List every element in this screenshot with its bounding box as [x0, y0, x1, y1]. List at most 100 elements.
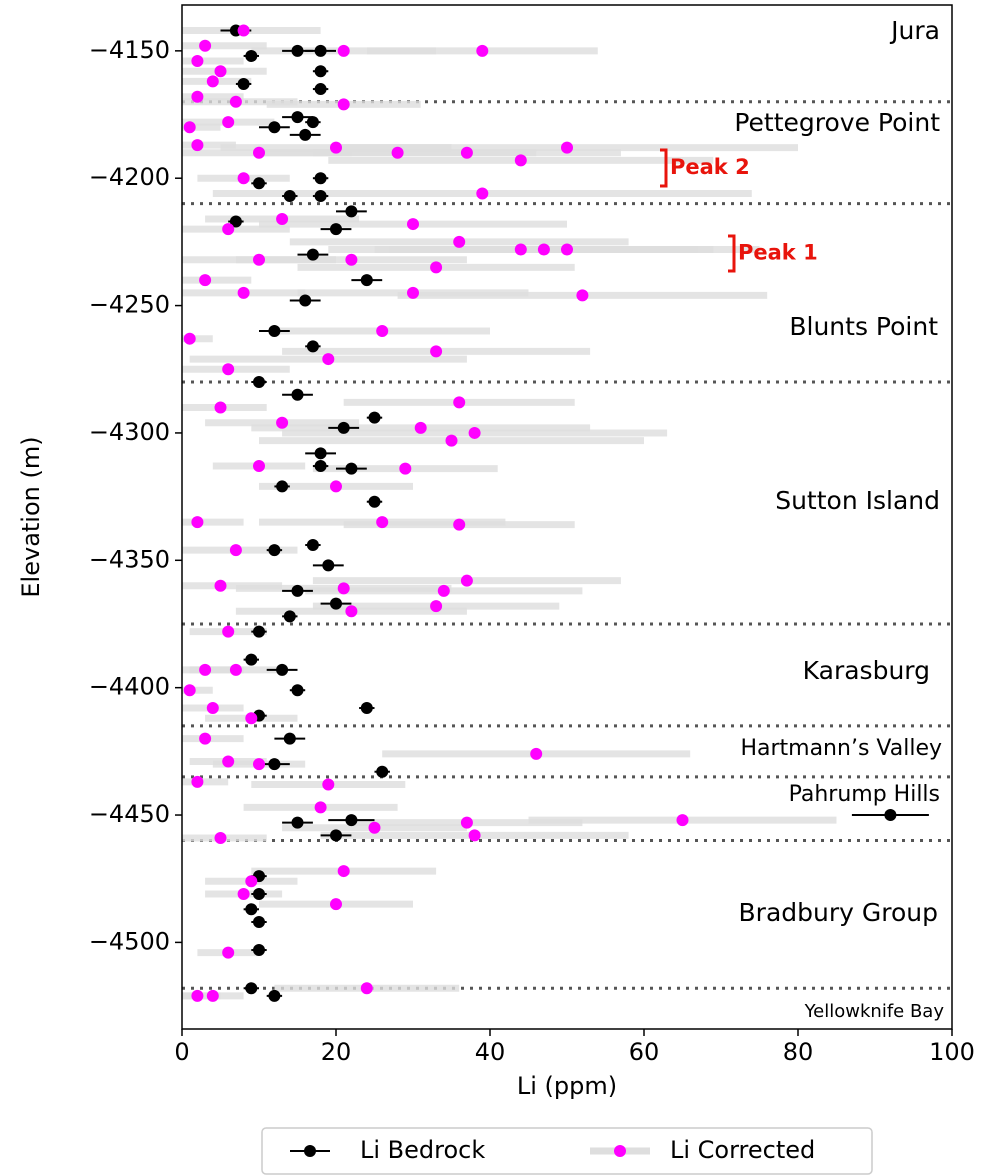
point: [291, 388, 304, 401]
y-tick-label: −4500: [89, 927, 170, 955]
point: [214, 65, 227, 78]
point: [314, 172, 327, 185]
point: [183, 332, 196, 345]
point: [237, 77, 250, 90]
point: [468, 426, 481, 439]
x-tick-label: 100: [929, 1038, 975, 1066]
point: [268, 989, 281, 1002]
point: [314, 801, 327, 814]
point: [414, 421, 427, 434]
point: [376, 516, 389, 529]
point: [283, 732, 296, 745]
region-label: Karasburg: [803, 656, 930, 685]
point: [291, 816, 304, 829]
point: [391, 146, 404, 159]
x-tick-label: 80: [783, 1038, 814, 1066]
point: [437, 584, 450, 597]
point: [430, 600, 443, 613]
point: [561, 243, 573, 256]
point: [360, 274, 373, 287]
point: [291, 44, 304, 57]
point: [276, 416, 289, 429]
point: [314, 44, 327, 57]
point: [676, 814, 689, 827]
point: [453, 396, 466, 409]
point: [460, 816, 473, 829]
point: [253, 887, 265, 900]
legend-marker: [614, 1145, 626, 1157]
point: [376, 325, 389, 338]
point: [276, 663, 289, 676]
point: [276, 480, 289, 493]
x-tick-label: 0: [174, 1038, 189, 1066]
point: [199, 663, 212, 676]
point: [245, 49, 258, 62]
point: [345, 462, 358, 475]
peak-label: Peak 2: [670, 155, 750, 179]
point: [245, 982, 258, 995]
point: [407, 286, 419, 299]
region-label: Pahrump Hills: [789, 782, 940, 807]
point: [191, 989, 204, 1002]
y-axis-label: Elevation (m): [17, 436, 45, 597]
point: [306, 116, 319, 129]
point: [229, 215, 242, 228]
x-tick-label: 20: [321, 1038, 352, 1066]
point: [191, 90, 204, 103]
point: [322, 778, 335, 791]
legend-box: [261, 1127, 873, 1175]
point: [237, 887, 250, 900]
point: [884, 809, 897, 822]
point: [245, 712, 258, 725]
point: [345, 605, 358, 618]
plot-frame: [181, 4, 953, 1030]
point: [460, 146, 473, 159]
plot-area: [182, 24, 952, 1002]
point: [268, 544, 281, 557]
y-tick-label: −4300: [89, 418, 170, 446]
point: [299, 294, 312, 307]
region-label: Sutton Island: [775, 486, 940, 515]
point: [445, 434, 458, 447]
point: [183, 684, 196, 697]
region-label: Yellowknife Bay: [804, 1001, 945, 1022]
point: [430, 261, 443, 274]
point: [330, 223, 342, 236]
point: [345, 814, 358, 827]
point: [253, 177, 265, 190]
point: [407, 218, 419, 231]
point: [237, 286, 250, 299]
point: [245, 903, 258, 916]
point: [245, 875, 258, 888]
peak-bracket: [728, 234, 736, 273]
point: [199, 274, 212, 287]
point: [214, 579, 227, 592]
point: [368, 495, 381, 508]
point: [337, 44, 350, 57]
point: [345, 253, 358, 266]
point: [476, 187, 489, 200]
point: [214, 831, 227, 844]
region-label: Jura: [889, 16, 940, 45]
point: [299, 128, 312, 141]
region-label: Blunts Point: [789, 312, 938, 341]
y-tick-label: −4250: [89, 291, 170, 319]
point: [460, 574, 473, 587]
point: [514, 243, 527, 256]
region-label: Hartmann’s Valley: [740, 736, 942, 761]
point: [191, 139, 204, 152]
point: [253, 460, 265, 473]
point: [222, 946, 235, 959]
point: [360, 982, 373, 995]
point: [306, 340, 319, 353]
point: [314, 83, 327, 96]
point: [283, 190, 296, 203]
point: [561, 141, 573, 154]
point: [468, 829, 481, 842]
legend-label: Li Bedrock: [360, 1136, 485, 1164]
point: [222, 363, 235, 376]
point: [253, 375, 265, 388]
point: [576, 289, 589, 302]
point: [322, 559, 335, 572]
